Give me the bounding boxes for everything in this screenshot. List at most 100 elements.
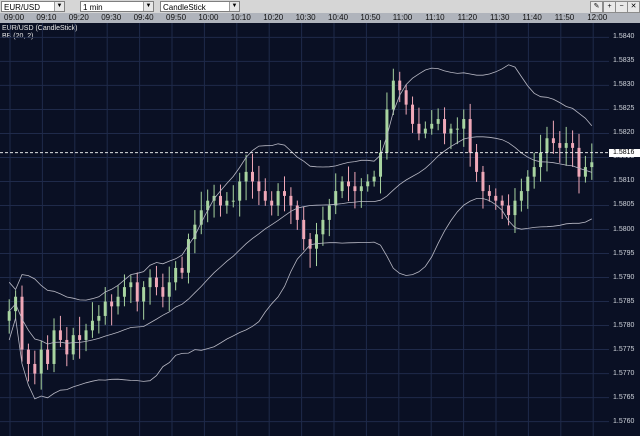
candle-down: [295, 205, 299, 220]
price-label: 1.5840: [613, 33, 635, 41]
interval-select[interactable]: 1 min ▼: [80, 1, 154, 12]
price-label: 1.5805: [613, 201, 635, 209]
candle-up: [455, 128, 459, 130]
price-label: 1.5815: [613, 153, 635, 161]
candle-down: [308, 239, 312, 249]
interval-value: 1 min: [83, 3, 103, 12]
bollinger-upper-band: [8, 64, 593, 301]
candle-up: [519, 191, 523, 201]
time-label: 11:00: [392, 13, 413, 22]
candle-up: [244, 171, 248, 182]
candle-down: [282, 191, 286, 196]
candle-down: [257, 181, 261, 192]
price-label: 1.5760: [613, 417, 635, 425]
candle-up: [103, 301, 107, 316]
candle-up: [142, 287, 146, 302]
pencil-icon[interactable]: ✎: [590, 1, 603, 13]
candle-down: [135, 282, 139, 302]
candle-up: [340, 181, 344, 192]
candle-up: [39, 349, 43, 374]
candle-down: [289, 195, 293, 206]
candle-down: [250, 171, 254, 182]
time-label: 09:20: [68, 13, 89, 22]
candle-down: [411, 104, 415, 124]
price-label: 1.5795: [613, 249, 635, 257]
candle-up: [90, 320, 94, 331]
candle-up: [372, 176, 376, 182]
time-label: 10:50: [360, 13, 381, 22]
candle-down: [468, 119, 472, 153]
candle-up: [238, 181, 242, 201]
candle-up: [462, 119, 466, 129]
time-label: 10:40: [328, 13, 349, 22]
candle-down: [218, 195, 222, 206]
chevron-down-icon[interactable]: ▼: [229, 2, 239, 11]
price-label: 1.5800: [613, 225, 635, 233]
candle-up: [513, 200, 517, 216]
time-label: 09:40: [133, 13, 154, 22]
candle-up: [225, 200, 229, 206]
candle-down: [154, 277, 158, 288]
candle-down: [161, 287, 165, 297]
price-label: 1.5780: [613, 321, 635, 329]
candle-down: [487, 191, 491, 196]
bollinger-lower-band: [8, 198, 592, 400]
symbol-value: EUR/USD: [4, 3, 41, 12]
bollinger-middle-band: [8, 136, 592, 345]
time-label: 09:00: [4, 13, 25, 22]
candle-down: [558, 143, 562, 148]
chevron-down-icon[interactable]: ▼: [143, 2, 153, 11]
candle-up: [564, 143, 568, 148]
candle-up: [167, 282, 171, 297]
candle-down: [65, 339, 69, 355]
price-label: 1.5770: [613, 369, 635, 377]
candle-up: [359, 186, 363, 192]
candle-up: [71, 335, 75, 355]
candle-up: [321, 219, 325, 235]
price-chart[interactable]: [0, 23, 609, 436]
candle-up: [129, 282, 133, 288]
symbol-select[interactable]: EUR/USD ▼: [1, 1, 65, 12]
current-price-label: 1.5816: [609, 148, 640, 157]
price-label: 1.5790: [613, 273, 635, 281]
candle-down: [551, 138, 555, 144]
candle-down: [347, 181, 351, 187]
candle-down: [20, 296, 24, 350]
candle-up: [84, 330, 88, 340]
candle-down: [58, 330, 62, 340]
candle-up: [206, 200, 210, 211]
candle-down: [500, 200, 504, 206]
candle-down: [481, 171, 485, 192]
time-label: 11:40: [522, 13, 542, 22]
candle-down: [417, 123, 421, 134]
price-label: 1.5765: [613, 393, 635, 401]
chart-type-value: CandleStick: [163, 3, 206, 12]
candle-up: [148, 277, 152, 288]
time-label: 12:00: [587, 13, 608, 22]
candle-up: [174, 267, 178, 283]
toolbar: EUR/USD ▼ 1 min ▼ CandleStick ▼ ✎ + − ✕: [0, 0, 640, 14]
time-label: 09:30: [101, 13, 122, 22]
candle-up: [193, 224, 197, 240]
close-icon[interactable]: ✕: [627, 1, 640, 13]
candle-up: [436, 119, 440, 124]
candle-down: [398, 80, 402, 91]
candle-up: [590, 162, 594, 168]
time-label: 10:20: [263, 13, 284, 22]
candle-up: [532, 167, 536, 177]
chevron-down-icon[interactable]: ▼: [54, 2, 64, 11]
candle-down: [26, 349, 30, 364]
candle-down: [353, 186, 357, 192]
candle-up: [199, 210, 203, 225]
chart-type-select[interactable]: CandleStick ▼: [160, 1, 240, 12]
candle-down: [33, 363, 37, 374]
candle-up: [315, 234, 319, 249]
candle-down: [443, 119, 447, 134]
candle-up: [97, 315, 101, 321]
candle-down: [78, 335, 82, 340]
price-label: 1.5810: [613, 177, 635, 185]
candle-up: [539, 152, 543, 168]
candle-up: [52, 330, 56, 364]
candle-up: [116, 296, 120, 307]
time-label: 09:50: [166, 13, 187, 22]
